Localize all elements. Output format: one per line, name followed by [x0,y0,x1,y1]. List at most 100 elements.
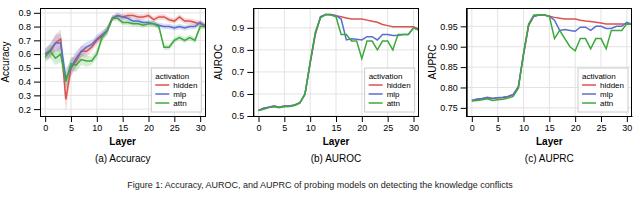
y-axis-label: AUROC [213,44,224,80]
tick-label-x: 20 [144,123,154,133]
series-line [45,18,205,81]
tick-mark-x [601,116,602,122]
tick-label-y: 0.75 [440,103,458,113]
tick-mark-y [34,27,40,28]
tick-y: 0.6 [18,49,40,59]
tick-label-x: 15 [545,123,555,133]
tick-label-x: 30 [196,123,206,133]
tick-label-y: 0.6 [18,49,31,59]
axis-domain-y [40,9,41,117]
y-axis: 0.750.800.850.900.95 [440,9,467,117]
tick-label-x: 0 [256,123,261,133]
tick-label-y: 0.4 [18,77,31,87]
tick-mark-x [414,116,415,122]
marks [45,13,205,112]
tick-mark-y [461,26,467,27]
plot-frame [253,8,418,116]
grid-line-x [284,8,285,116]
series-line [259,15,419,111]
grid-line-y [253,49,418,50]
tick-mark-x [498,116,499,122]
plot-frame [467,8,632,116]
axis-domain-y [467,9,468,117]
tick-label-x: 10 [92,123,102,133]
legend-label: mlp [173,90,186,99]
tick-mark-x [259,116,260,122]
panel: 0510152025300.750.800.850.900.95LayerAUP… [427,8,633,164]
series-line [472,15,632,101]
tick-y: 0.9 [232,23,254,33]
tick-y: 0.5 [18,63,40,73]
tick-x: 10 [306,116,316,133]
x-axis: 051015202530 [467,116,632,133]
tick-mark-y [247,28,253,29]
legend-title: activation [155,72,189,81]
tick-x: 5 [496,116,501,133]
tick-y: 0.85 [440,62,467,72]
tick-label-x: 25 [383,123,393,133]
tick-mark-x [149,116,150,122]
grid [40,8,205,116]
tick-mark-y [247,94,253,95]
series-line [259,15,419,111]
tick-mark-y [461,47,467,48]
plot-frame [40,8,205,116]
tick-mark-x [575,116,576,122]
tick-mark-x [174,116,175,122]
tick-y: 0.9 [18,8,40,18]
tick-label-x: 10 [519,123,529,133]
tick-mark-y [34,95,40,96]
subplot-title: (c) AUPRC [525,153,574,164]
x-axis-label: Layer [323,136,350,147]
tick-label-y: 0.7 [18,36,31,46]
tick-x: 15 [331,116,341,133]
tick-label-x: 0 [43,123,48,133]
tick-mark-x [362,116,363,122]
tick-label-x: 20 [571,123,581,133]
x-axis: 051015202530 [254,116,419,133]
tick-mark-x [284,116,285,122]
tick-x: 0 [256,116,261,133]
legend-title: activation [369,72,403,81]
tick-mark-x [472,116,473,122]
tick-y: 0.5 [232,111,254,121]
tick-label-x: 5 [69,123,74,133]
tick-label-y: 0.2 [18,105,31,115]
tick-label-x: 30 [622,123,632,133]
legend-swatch [582,84,596,86]
legend-box [365,68,415,112]
panel: 0510152025300.20.30.40.50.60.70.80.9Laye… [0,8,206,164]
series-line [259,15,419,111]
tick-mark-y [34,54,40,55]
tick-x: 5 [282,116,287,133]
tick-x: 15 [118,116,128,133]
tick-mark-x [336,116,337,122]
tick-mark-y [247,116,253,117]
tick-label-y: 0.9 [232,23,245,33]
grid-line-x [96,8,97,116]
legend-label: mlp [387,90,400,99]
legend-label: hidden [387,81,411,90]
tick-label-y: 0.8 [232,45,245,55]
tick-x: 20 [144,116,154,133]
grid-line-x [336,8,337,116]
grid-line-y [467,67,632,68]
legend-label: hidden [600,81,624,90]
tick-label-y: 0.95 [440,22,458,32]
tick-y: 0.75 [440,103,467,113]
tick-label-y: 0.5 [18,63,31,73]
tick-y: 0.7 [18,36,40,46]
grid [253,8,418,116]
panel: 0510152025300.50.60.70.80.9LayerAUROC(b)… [213,8,419,164]
tick-mark-y [461,87,467,88]
legend-label: attn [387,99,400,108]
tick-label-y: 0.3 [18,91,31,101]
legend-box [151,68,201,112]
tick-mark-y [34,109,40,110]
legend: activationhiddenmlpattn [151,68,201,112]
legend-swatch [582,93,596,95]
tick-mark-y [461,67,467,68]
tick-y: 0.8 [232,45,254,55]
tick-label-x: 25 [170,123,180,133]
tick-x: 30 [409,116,419,133]
